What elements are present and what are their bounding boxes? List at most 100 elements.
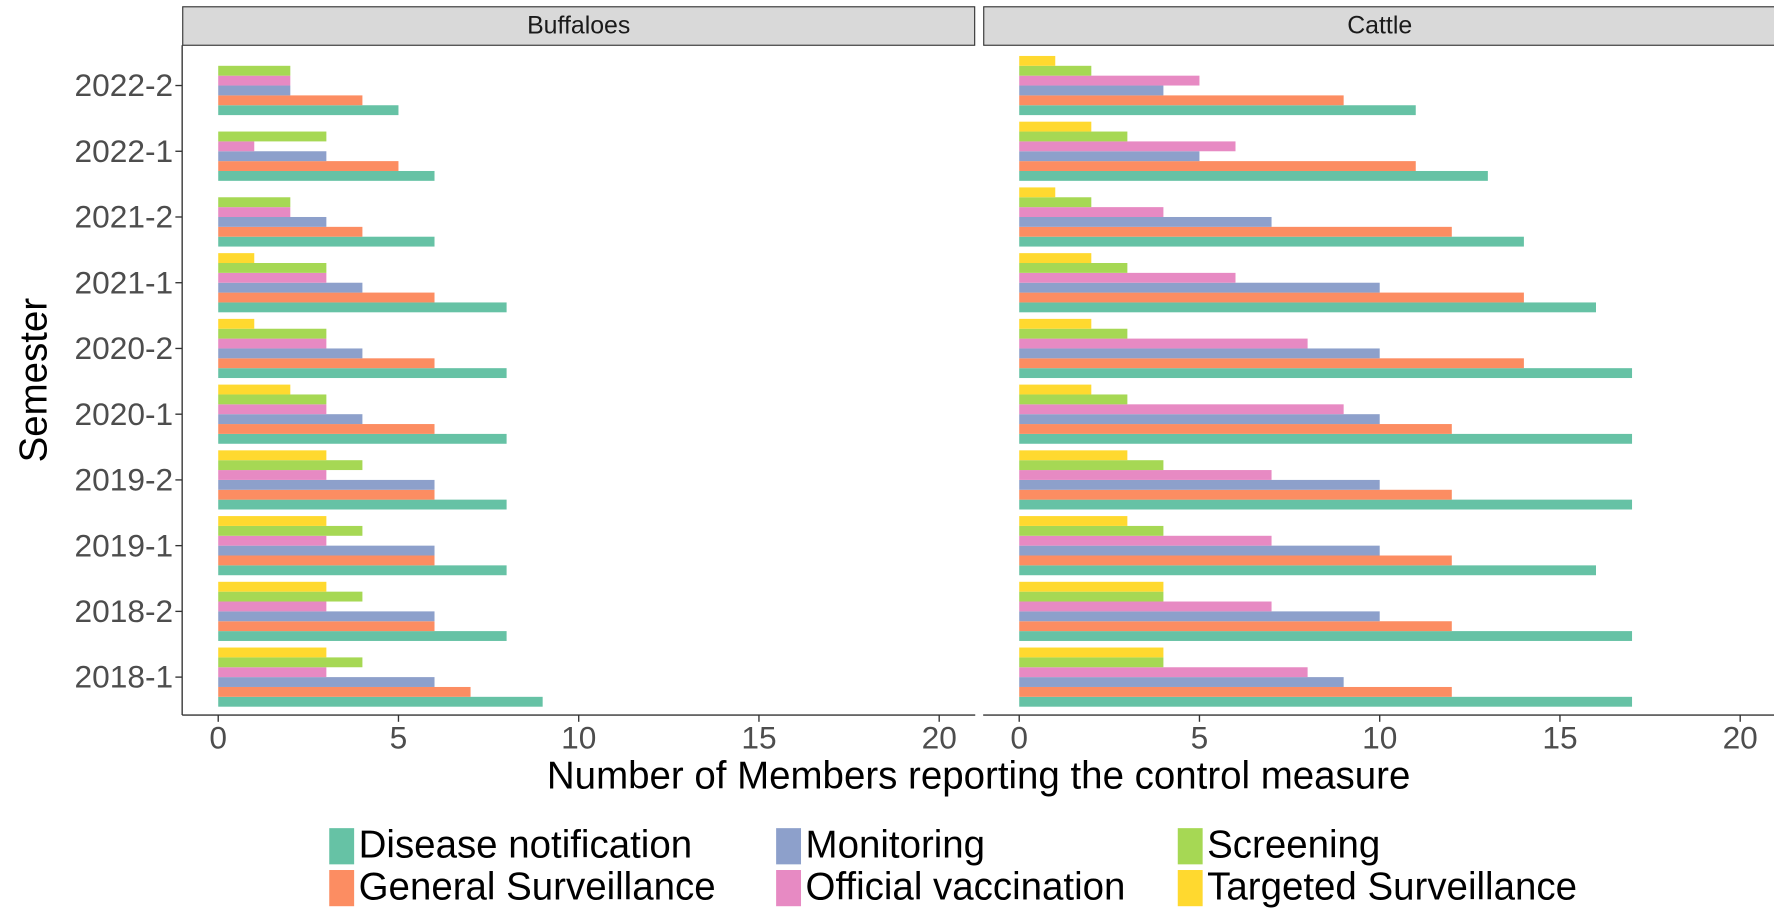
bar [1019, 404, 1344, 415]
bar [218, 479, 435, 490]
bar [1019, 424, 1452, 434]
bar [1019, 197, 1092, 208]
bar [1019, 338, 1308, 349]
legend-label: Disease notification [359, 824, 692, 867]
bar [218, 170, 435, 181]
bar [218, 535, 327, 546]
bar [218, 131, 327, 142]
bar [1019, 216, 1272, 227]
bar [1019, 302, 1596, 313]
bar [1019, 131, 1128, 142]
bar [218, 75, 291, 86]
bar [1019, 460, 1164, 471]
bar [218, 226, 363, 237]
bar [1019, 591, 1164, 602]
bar [1019, 384, 1092, 395]
legend-label: Targeted Surveillance [1207, 865, 1577, 908]
x-tick-label: 5 [1191, 719, 1209, 755]
bar [1019, 170, 1488, 181]
x-tick-label: 0 [209, 719, 227, 755]
bar [218, 236, 435, 247]
bar [218, 581, 327, 592]
y-tick-label: 2021-2 [75, 199, 174, 235]
bar [1019, 601, 1272, 612]
bar [1019, 555, 1452, 566]
bar [218, 85, 291, 96]
bar [1019, 282, 1380, 293]
bar [1019, 414, 1380, 425]
x-tick-label: 15 [741, 719, 776, 755]
legend-key [776, 828, 802, 865]
legend-key [1177, 828, 1203, 865]
bar [218, 338, 327, 349]
bar [218, 404, 327, 415]
bar [218, 516, 327, 526]
bar [218, 302, 507, 313]
legend-key [329, 870, 355, 907]
bar [1019, 450, 1128, 461]
bar [1019, 292, 1524, 303]
bar [1019, 631, 1633, 641]
y-axis-title: Semester [12, 298, 55, 463]
legend-key [776, 870, 802, 907]
bar [218, 141, 255, 152]
x-tick-label: 20 [1723, 719, 1758, 755]
bar [218, 272, 327, 283]
bar [218, 601, 327, 612]
legend-key [329, 828, 355, 865]
y-tick-label: 2020-1 [75, 396, 174, 432]
x-tick-label: 0 [1010, 719, 1028, 755]
bar [218, 489, 435, 500]
bar [218, 424, 435, 434]
bar [218, 253, 255, 264]
y-tick-label: 2018-1 [75, 659, 174, 695]
bar [1019, 187, 1056, 198]
bar [218, 207, 291, 217]
legend-label: Official vaccination [806, 865, 1126, 908]
bar [1019, 696, 1633, 707]
bar [1019, 151, 1200, 162]
bar [1019, 647, 1164, 658]
x-tick-label: 15 [1542, 719, 1577, 755]
y-tick-label: 2019-1 [75, 527, 174, 563]
bar [1019, 535, 1272, 546]
bar [218, 318, 255, 329]
bar [218, 555, 435, 566]
bar [1019, 565, 1596, 576]
strip-label: Cattle [1347, 12, 1412, 40]
bar [1019, 516, 1128, 526]
bar [218, 216, 327, 227]
bar [218, 161, 399, 171]
bar [218, 470, 327, 480]
bar [1019, 394, 1128, 405]
bar [218, 348, 363, 359]
bar [218, 545, 435, 556]
bar [218, 384, 291, 395]
bar [1019, 161, 1416, 171]
bar [1019, 236, 1524, 247]
y-tick-label: 2018-2 [75, 593, 174, 629]
bar [1019, 489, 1452, 500]
x-axis-title: Number of Members reporting the control … [547, 755, 1410, 798]
bar [218, 591, 363, 602]
bar [1019, 105, 1416, 116]
legend-label: General Surveillance [359, 865, 716, 908]
bar [1019, 358, 1524, 369]
bar [1019, 141, 1236, 152]
legend-label: Screening [1207, 824, 1380, 867]
bar [218, 525, 363, 536]
y-tick-label: 2020-2 [75, 330, 174, 366]
bar [1019, 207, 1164, 217]
bar [218, 611, 435, 622]
x-tick-label: 5 [390, 719, 408, 755]
bar [218, 677, 435, 687]
bar [1019, 433, 1633, 444]
strip [182, 6, 976, 46]
bar [1019, 55, 1056, 66]
bar [1019, 581, 1164, 592]
y-tick-label: 2021-1 [75, 264, 174, 300]
bar [1019, 621, 1452, 632]
bar [1019, 611, 1380, 622]
bar [218, 151, 327, 162]
